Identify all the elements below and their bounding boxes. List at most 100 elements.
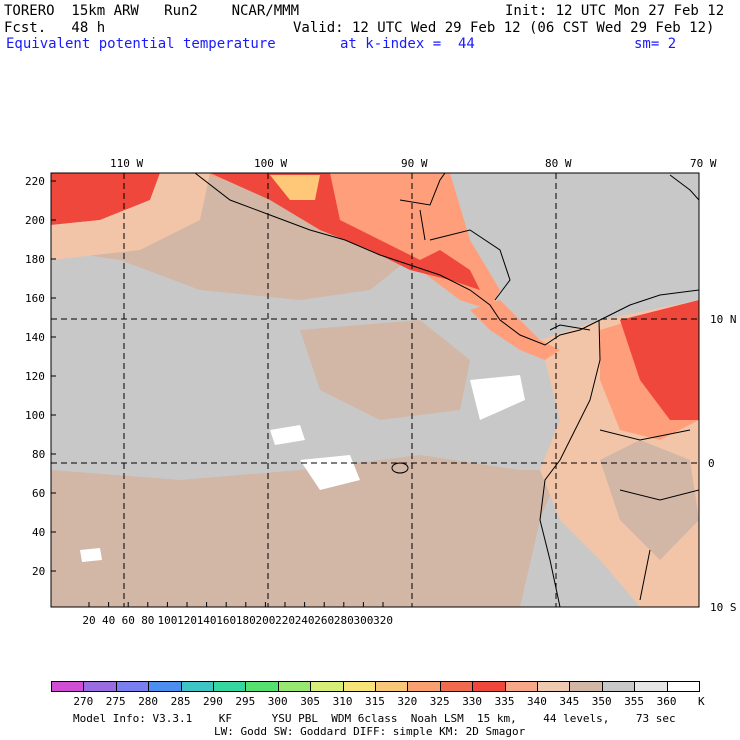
costa-rica-hot <box>470 300 560 360</box>
y-tick-label: 140 <box>25 331 45 344</box>
colorbar-swatch <box>537 681 571 692</box>
central-america-extreme <box>270 175 320 200</box>
colorbar-label: 305 <box>300 695 321 708</box>
colorbar-swatch <box>504 681 538 692</box>
coastlines <box>194 173 699 607</box>
lon-label-80w: 80 W <box>545 157 572 170</box>
lat-label-10s: 10 S <box>710 601 737 614</box>
lat-lon-grid <box>51 173 699 607</box>
map-field <box>51 173 699 607</box>
x-tick-label: 100 <box>157 614 178 627</box>
colorbar-swatch <box>439 681 474 692</box>
colorbar-swatch <box>83 681 117 692</box>
colorbar-label: 285 <box>170 695 191 708</box>
x-tick-label: 220 <box>275 614 295 627</box>
colorbar-swatch <box>115 681 150 692</box>
central-america-hot <box>200 173 500 310</box>
south-america-very-hot <box>620 300 699 420</box>
field-name: Equivalent potential temperature <box>6 36 276 52</box>
colorbar-unit: K <box>698 695 705 708</box>
colorbar-swatch <box>213 681 247 692</box>
colorbar-swatch <box>148 681 182 692</box>
x-tick-label: 260 <box>314 614 335 627</box>
colorbar-swatch <box>245 681 279 692</box>
x-tick-label: 40 <box>102 614 116 627</box>
physics-info: LW: Godd SW: Goddard DIFF: simple KM: 2D… <box>214 725 526 738</box>
x-tick-label: 20 <box>82 614 96 627</box>
colorbar-label: 350 <box>591 695 612 708</box>
cool-patch-1 <box>300 455 360 490</box>
colorbar-label: 330 <box>462 695 483 708</box>
colorbar-label: 300 <box>267 695 288 708</box>
x-tick-label: 280 <box>333 614 354 627</box>
model-info: Model Info: V3.3.1 KF YSU PBL WDM 6class… <box>73 712 676 725</box>
colorbar-swatch <box>180 681 214 692</box>
colorbar-swatch <box>407 681 441 692</box>
model-run-title: TORERO 15km ARW Run2 NCAR/MMM <box>4 3 300 19</box>
colorbar-swatch <box>601 681 636 692</box>
colorbar-label: 320 <box>397 695 418 708</box>
colorbar-swatch <box>569 681 603 692</box>
northwest-warm <box>51 173 210 260</box>
lon-label-100w: 100 W <box>254 157 288 170</box>
y-tick-label: 60 <box>32 487 46 500</box>
colorbar-label: 280 <box>138 695 159 708</box>
valid-time: Valid: 12 UTC Wed 29 Feb 12 (06 CST Wed … <box>293 20 715 36</box>
init-time: Init: 12 UTC Mon 27 Feb 12 <box>505 3 725 19</box>
colorbar-label: 315 <box>365 695 385 708</box>
andes-cool <box>600 440 699 560</box>
colorbar-label: 310 <box>332 695 353 708</box>
lon-label-110w: 110 W <box>110 157 144 170</box>
warm-ocean-south <box>51 455 560 607</box>
cool-patch-2 <box>470 375 525 420</box>
colorbar-label: 270 <box>73 695 94 708</box>
x-tick-label: 300 <box>353 614 374 627</box>
colorbar-swatch <box>342 681 376 692</box>
warm-ocean-central <box>300 320 470 420</box>
colorbar-label: 290 <box>203 695 223 708</box>
cool-patch-4 <box>270 425 305 445</box>
y-tick-label: 20 <box>32 565 46 578</box>
x-tick-label: 200 <box>255 614 276 627</box>
lon-label-90w: 90 W <box>401 157 428 170</box>
y-tick-label: 200 <box>25 214 45 227</box>
x-tick-label: 60 <box>121 614 135 627</box>
colorbar-label: 325 <box>429 695 450 708</box>
colorbar-label: 345 <box>559 695 580 708</box>
y-tick-label: 180 <box>25 253 45 266</box>
central-america-very-hot <box>210 173 480 290</box>
colorbar-label: 355 <box>624 695 645 708</box>
y-tick-label: 220 <box>25 175 45 188</box>
x-tick-label: 240 <box>294 614 315 627</box>
colorbar-swatch <box>277 681 312 692</box>
colorbar-label: 340 <box>527 695 547 708</box>
colorbar-label: 275 <box>105 695 126 708</box>
x-tick-label: 120 <box>177 614 197 627</box>
colorbar-label: 295 <box>235 695 256 708</box>
northwest-very-hot <box>51 173 160 225</box>
x-tick-label: 320 <box>373 614 393 627</box>
smoothing: sm= 2 <box>634 36 677 52</box>
colorbar-swatch <box>666 681 700 692</box>
colorbar-swatch <box>375 681 409 692</box>
colorbar-swatch <box>634 681 668 692</box>
y-tick-label: 160 <box>25 292 45 305</box>
x-tick-label: 140 <box>196 614 217 627</box>
colorbar-label: 360 <box>656 695 677 708</box>
colorbar-swatch <box>51 681 85 692</box>
lon-label-70w: 70 W <box>690 157 717 170</box>
colorbar-swatch <box>310 681 344 692</box>
axis-ticks <box>51 180 384 607</box>
lat-label-0: 0 <box>708 457 715 470</box>
x-tick-label: 180 <box>235 614 256 627</box>
y-tick-label: 100 <box>25 409 45 422</box>
colorbar-label: 335 <box>494 695 515 708</box>
colorbar-swatch <box>472 681 506 692</box>
cool-patch-3 <box>80 548 102 562</box>
forecast-hour: Fcst. 48 h <box>4 20 106 36</box>
y-tick-label: 120 <box>25 370 45 383</box>
lat-label-10n: 10 N <box>710 313 737 326</box>
y-tick-label: 80 <box>32 448 46 461</box>
map-frame <box>50 172 700 608</box>
